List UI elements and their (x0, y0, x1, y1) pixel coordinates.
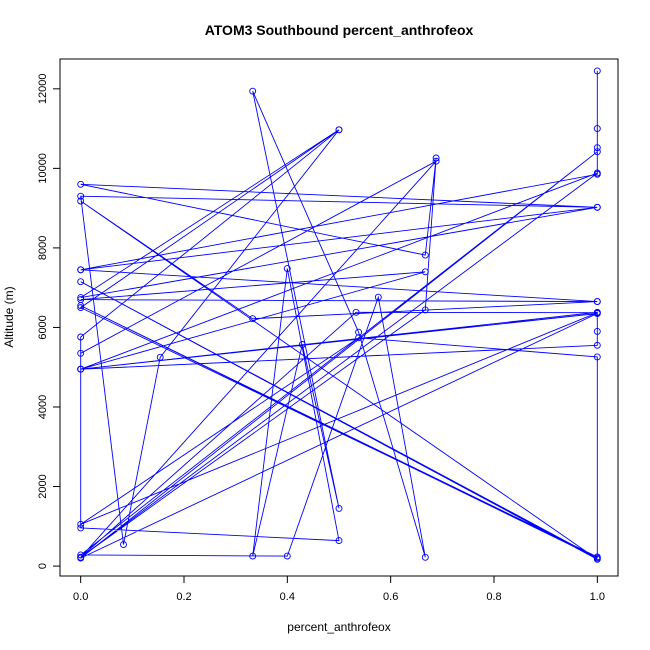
data-point (593, 148, 601, 156)
data-point (77, 524, 85, 532)
x-tick-label: 0.0 (73, 591, 88, 603)
data-point (593, 125, 601, 133)
y-tick-label: 0 (37, 563, 49, 569)
y-axis: 0 2000 4000 6000 8000 10000 12000 (37, 74, 61, 569)
x-tick-label: 0.2 (176, 591, 191, 603)
x-tick-label: 0.8 (486, 591, 501, 603)
x-axis: 0.0 0.2 0.4 0.6 0.8 1.0 (73, 575, 605, 603)
data-point (77, 553, 85, 561)
data-point (77, 365, 85, 373)
y-tick-label: 10000 (37, 153, 49, 184)
data-point (335, 537, 343, 545)
y-tick-label: 4000 (37, 395, 49, 419)
data-point (593, 353, 601, 361)
data-point (421, 251, 429, 259)
data-point (421, 268, 429, 276)
data-point (335, 504, 343, 512)
data-point (593, 67, 601, 75)
data-point (593, 203, 601, 211)
data-point (374, 293, 382, 301)
data-point (77, 192, 85, 200)
data-point (352, 308, 360, 316)
data-point (77, 520, 85, 528)
data-point (298, 341, 306, 348)
data-point (355, 334, 363, 342)
data-point (77, 197, 85, 205)
data-point (593, 554, 601, 562)
data-point (77, 333, 85, 341)
data-point (249, 87, 257, 95)
y-tick-label: 6000 (37, 315, 49, 339)
y-tick-label: 2000 (37, 474, 49, 498)
chart-title: ATOM3 Southbound percent_anthrofeox (205, 22, 474, 38)
x-tick-label: 1.0 (590, 591, 605, 603)
data-point (77, 349, 85, 357)
data-point (593, 341, 601, 349)
data-point (77, 266, 85, 274)
data-point (120, 541, 127, 549)
data-point (77, 296, 85, 304)
y-axis-label: Altitude (m) (2, 286, 16, 347)
data-point (77, 278, 85, 286)
data-point (283, 552, 291, 560)
data-point (593, 169, 601, 177)
data-point (77, 304, 85, 312)
data-point (432, 157, 440, 165)
data-point (593, 327, 601, 335)
x-axis-label: percent_anthrofeox (287, 620, 390, 634)
data-point (593, 144, 601, 152)
data-point (77, 551, 85, 559)
data-point (77, 294, 85, 302)
data-point (249, 315, 257, 323)
data-point (432, 154, 440, 162)
data-point (77, 180, 85, 188)
data-point (593, 309, 601, 317)
series-line (79, 70, 598, 560)
data-point (156, 353, 164, 361)
data-point (593, 298, 601, 306)
x-tick-label: 0.6 (383, 591, 398, 603)
data-point (335, 126, 343, 134)
data-point (421, 306, 429, 314)
data-point (283, 265, 291, 273)
data-point (421, 553, 429, 561)
x-tick-label: 0.4 (280, 591, 295, 603)
data-point (249, 552, 257, 560)
y-tick-label: 12000 (37, 74, 49, 105)
y-tick-label: 8000 (37, 236, 49, 260)
series-layer (77, 67, 601, 563)
